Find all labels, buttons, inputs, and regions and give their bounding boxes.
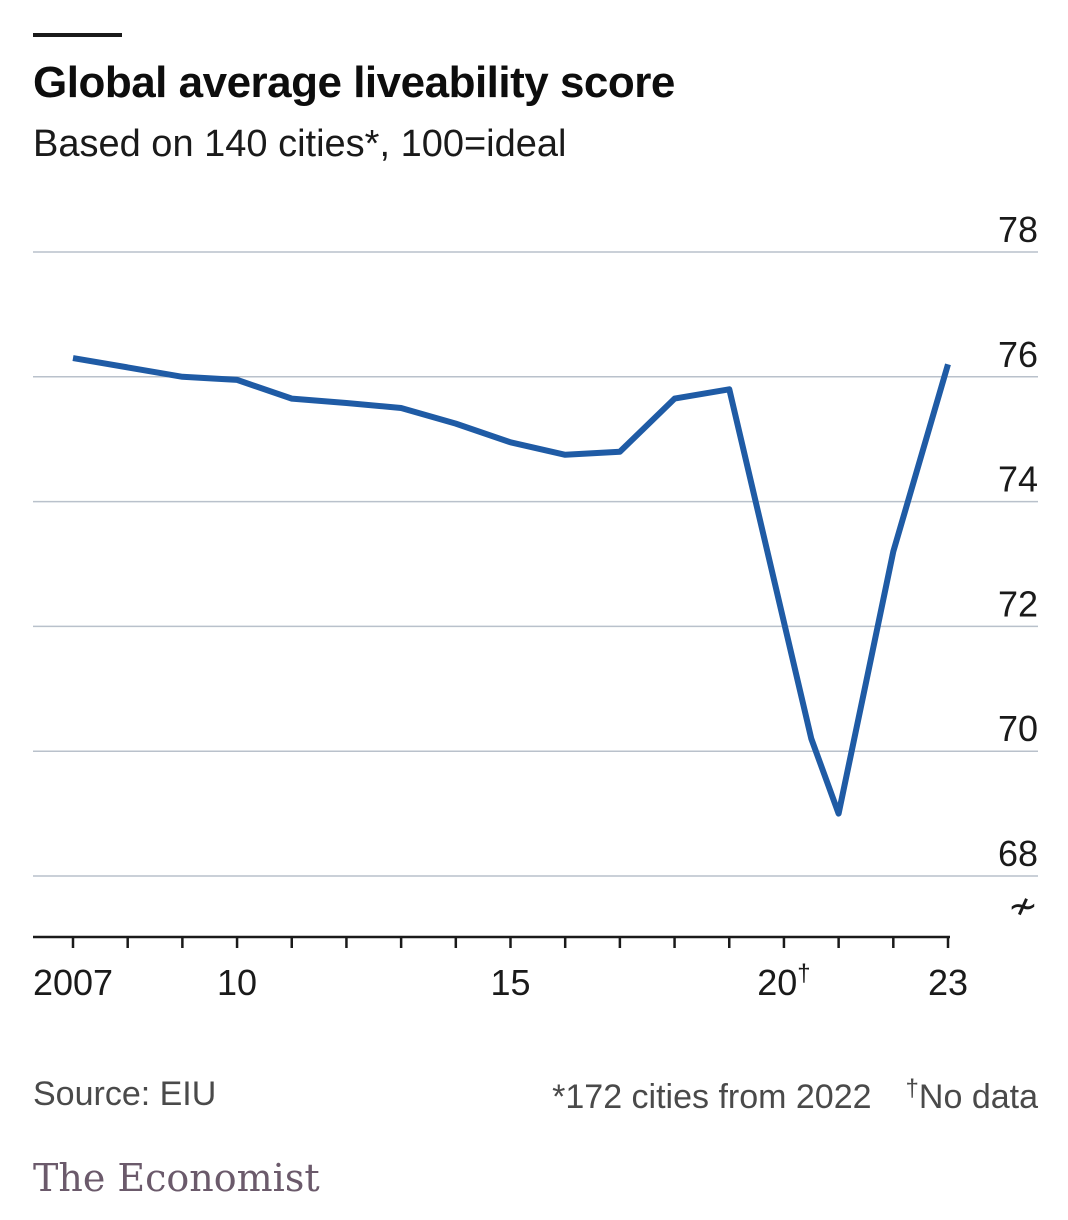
y-tick-label-74: 74 [998,459,1038,500]
source-note: Source: EIU [33,1075,217,1113]
data-point-2021 [838,813,839,814]
data-point-2017 [619,451,620,452]
data-point-2009 [182,376,183,377]
data-point-2008 [127,367,128,368]
x-axis [33,935,950,948]
y-tick-label-70: 70 [998,708,1038,749]
footnote-cities: *172 cities from 2022 [552,1078,872,1116]
footnotes: *172 cities from 2022 †No data [552,1075,1038,1117]
axis-break-symbol: ≁ [1008,885,1038,926]
x-tick-label-2020: 20† [757,960,810,1003]
footnote-no-data-text: No data [918,1078,1038,1116]
y-tick-label-68: 68 [998,833,1038,874]
data-point-2011 [291,398,292,399]
data-point-2013 [401,408,402,409]
data-point-2015 [510,442,511,443]
data-point-2014 [455,423,456,424]
x-tick-label-2007: 2007 [33,962,113,1003]
series-layer [72,355,951,817]
y-tick-label-78: 78 [998,209,1038,250]
x-tick-label-2023: 23 [928,962,968,1003]
economist-logo: The Economist [33,1156,320,1200]
data-point-2023 [948,364,949,365]
gridlines [33,251,1038,877]
x-axis-labels: 2007 10 15 20† 23 [33,960,968,1003]
chart-subtitle: Based on 140 cities*, 100=ideal [33,123,567,165]
top-rule [33,33,122,37]
footnote-no-data: †No data [905,1075,1038,1116]
y-tick-label-76: 76 [998,334,1038,375]
dagger-mark: † [905,1075,919,1102]
y-tick-label-72: 72 [998,583,1038,624]
y-axis-labels: 68 70 72 74 76 78 ≁ [998,209,1038,926]
data-point-2021-5 [865,682,866,683]
x-tick-superscript-2020: † [797,960,810,987]
data-point-2012 [346,403,347,404]
data-point-2007 [73,358,74,359]
x-tick-label-2015: 15 [490,962,530,1003]
data-point-2016 [565,454,566,455]
data-point-2010 [237,379,238,380]
data-point-2020-5 [811,738,812,739]
series-line-0 [72,355,951,817]
x-tick-label-2010: 10 [217,962,257,1003]
chart-title: Global average liveability score [33,58,675,107]
data-point-2019 [729,389,730,390]
data-point-2022 [893,551,894,552]
data-point-2018 [674,398,675,399]
